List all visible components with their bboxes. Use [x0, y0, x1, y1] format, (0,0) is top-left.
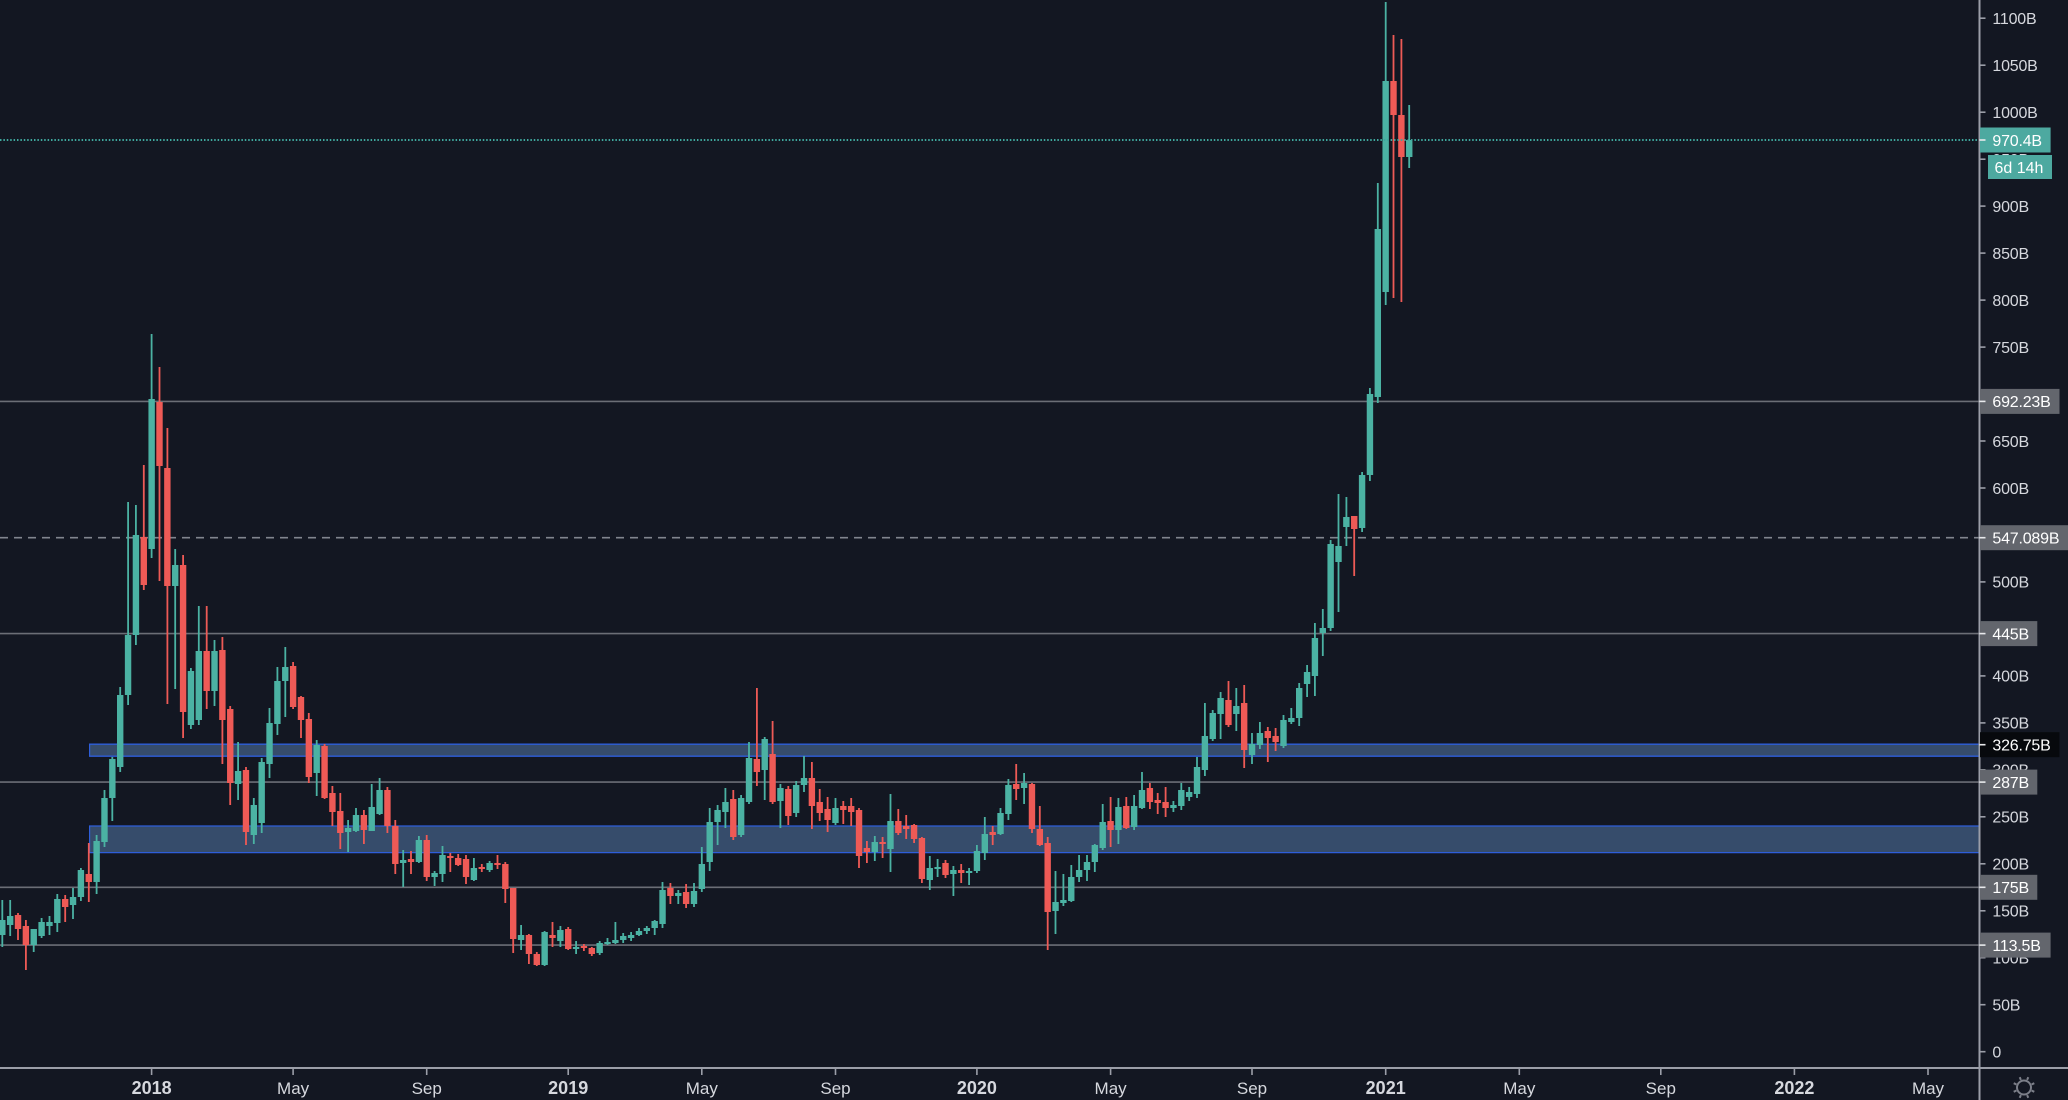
svg-text:1050B: 1050B — [1992, 58, 2037, 75]
svg-text:Sep: Sep — [820, 1079, 850, 1098]
svg-text:850B: 850B — [1992, 246, 2029, 263]
svg-text:970.4B: 970.4B — [1992, 133, 2042, 150]
svg-text:547.089B: 547.089B — [1992, 531, 2059, 548]
svg-text:May: May — [1912, 1079, 1945, 1098]
svg-text:May: May — [686, 1079, 719, 1098]
svg-text:May: May — [1503, 1079, 1536, 1098]
svg-text:692.23B: 692.23B — [1992, 394, 2050, 411]
svg-text:2020: 2020 — [957, 1078, 997, 1098]
svg-text:0: 0 — [1992, 1045, 2001, 1062]
svg-text:2021: 2021 — [1366, 1078, 1406, 1098]
svg-text:326.75B: 326.75B — [1992, 738, 2050, 755]
svg-text:2019: 2019 — [548, 1078, 588, 1098]
svg-text:500B: 500B — [1992, 575, 2029, 592]
svg-text:113.5B: 113.5B — [1992, 938, 2040, 955]
svg-text:650B: 650B — [1992, 434, 2029, 451]
svg-text:175B: 175B — [1992, 880, 2029, 897]
svg-text:400B: 400B — [1992, 669, 2029, 686]
svg-text:May: May — [1095, 1079, 1128, 1098]
svg-text:250B: 250B — [1992, 810, 2029, 827]
svg-text:Sep: Sep — [1237, 1079, 1267, 1098]
svg-text:150B: 150B — [1992, 904, 2029, 921]
svg-text:6d 14h: 6d 14h — [1995, 160, 2044, 177]
svg-text:900B: 900B — [1992, 199, 2029, 216]
svg-text:200B: 200B — [1992, 857, 2029, 874]
svg-text:Sep: Sep — [412, 1079, 442, 1098]
svg-text:2022: 2022 — [1774, 1078, 1814, 1098]
svg-text:1000B: 1000B — [1992, 105, 2037, 122]
svg-text:287B: 287B — [1992, 775, 2029, 792]
svg-text:750B: 750B — [1992, 340, 2029, 357]
svg-text:May: May — [277, 1079, 310, 1098]
svg-text:Sep: Sep — [1646, 1079, 1676, 1098]
svg-text:800B: 800B — [1992, 293, 2029, 310]
svg-text:1100B: 1100B — [1992, 11, 2036, 28]
svg-text:600B: 600B — [1992, 481, 2029, 498]
svg-text:50B: 50B — [1992, 998, 2020, 1015]
svg-text:445B: 445B — [1992, 626, 2029, 643]
svg-text:2018: 2018 — [132, 1078, 172, 1098]
svg-text:350B: 350B — [1992, 716, 2029, 733]
